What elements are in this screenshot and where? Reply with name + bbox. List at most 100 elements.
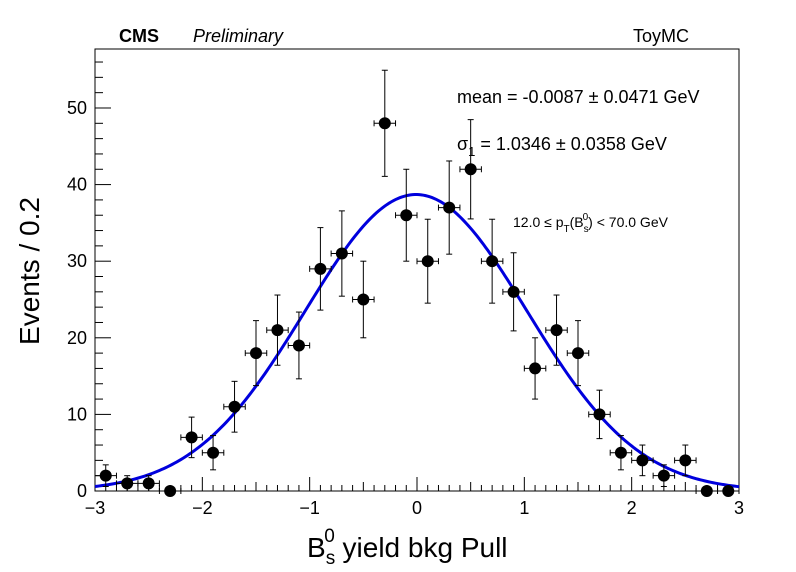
data-point bbox=[437, 160, 461, 255]
y-tick-label: 10 bbox=[67, 404, 87, 424]
x-tick-label: 2 bbox=[627, 498, 637, 518]
data-point bbox=[695, 485, 719, 497]
fit-curve-line bbox=[94, 193, 740, 489]
data-marker bbox=[507, 285, 520, 298]
pt-range-annotation: 12.0 ≤ pT(Bs0) < 70.0 GeV bbox=[513, 212, 669, 235]
data-marker bbox=[314, 262, 327, 275]
data-point bbox=[523, 337, 547, 400]
mean-annotation: mean = -0.0087 ± 0.0471 GeV bbox=[457, 87, 700, 107]
data-point bbox=[115, 475, 139, 492]
data-point bbox=[244, 320, 268, 387]
data-point bbox=[480, 218, 504, 304]
pt-open: (B bbox=[570, 214, 584, 230]
data-marker bbox=[378, 117, 391, 130]
gaussian-fit bbox=[94, 193, 740, 489]
data-marker bbox=[421, 255, 434, 268]
data-marker bbox=[271, 324, 284, 337]
data-point bbox=[459, 119, 482, 220]
pt-range-prefix: 12.0 ≤ p bbox=[513, 214, 564, 230]
data-marker bbox=[99, 469, 112, 482]
data-point bbox=[223, 380, 246, 433]
data-marker bbox=[164, 485, 177, 497]
x-label-b: B bbox=[307, 532, 326, 563]
data-marker bbox=[572, 347, 584, 360]
data-point bbox=[416, 218, 439, 304]
y-tick-label: 40 bbox=[67, 175, 87, 195]
sigma-value: = 1.0346 ± 0.0358 GeV bbox=[475, 134, 667, 154]
data-point bbox=[395, 168, 418, 262]
data-point bbox=[652, 464, 676, 488]
bs-superscript: 0 bbox=[583, 212, 589, 223]
data-point bbox=[717, 485, 740, 497]
status-label: Preliminary bbox=[193, 26, 284, 46]
data-marker bbox=[357, 293, 370, 306]
y-tick-label: 50 bbox=[67, 98, 87, 118]
data-point bbox=[94, 464, 117, 488]
data-marker bbox=[142, 477, 155, 490]
data-marker bbox=[636, 454, 649, 467]
data-point bbox=[674, 444, 697, 477]
bs-subscript: s bbox=[584, 224, 589, 235]
x-label-superscript: 0 bbox=[324, 526, 335, 547]
data-marker bbox=[228, 400, 241, 413]
data-marker bbox=[335, 247, 348, 260]
data-marker bbox=[185, 431, 198, 444]
data-point bbox=[266, 294, 289, 366]
data-point bbox=[180, 416, 203, 459]
data-marker bbox=[443, 201, 456, 214]
pt-range-suffix: ) < 70.0 GeV bbox=[588, 214, 668, 230]
data-points bbox=[94, 69, 740, 497]
data-point bbox=[609, 435, 633, 471]
data-marker bbox=[207, 446, 220, 459]
data-point bbox=[137, 475, 160, 492]
data-point bbox=[373, 69, 397, 177]
data-point bbox=[158, 485, 182, 497]
x-label-rest: yield bkg Pull bbox=[335, 532, 508, 563]
data-marker bbox=[400, 209, 413, 222]
data-marker bbox=[464, 163, 477, 176]
data-point bbox=[287, 311, 311, 380]
data-marker bbox=[121, 477, 134, 490]
x-axis-label: Bs0 yield bkg Pull bbox=[307, 526, 508, 569]
data-marker bbox=[550, 324, 563, 337]
sigma-annotation: σ1 = 1.0346 ± 0.0358 GeV bbox=[457, 134, 667, 159]
x-tick-label: −2 bbox=[192, 498, 213, 518]
data-point bbox=[588, 389, 611, 440]
y-tick-label: 30 bbox=[67, 251, 87, 271]
data-marker bbox=[593, 408, 606, 421]
sigma-subscript: 1 bbox=[468, 144, 475, 159]
data-point bbox=[631, 444, 654, 477]
data-marker bbox=[250, 347, 262, 360]
y-tick-label: 0 bbox=[77, 481, 87, 501]
y-tick-label: 20 bbox=[67, 328, 87, 348]
x-tick-label: 3 bbox=[734, 498, 744, 518]
x-tick-label: −1 bbox=[299, 498, 320, 518]
x-tick-label: 1 bbox=[519, 498, 529, 518]
data-marker bbox=[529, 362, 542, 375]
experiment-label: CMS bbox=[119, 26, 159, 46]
sample-label: ToyMC bbox=[633, 26, 689, 46]
data-point bbox=[502, 252, 525, 332]
data-point bbox=[545, 294, 568, 366]
data-point bbox=[352, 260, 375, 339]
data-marker bbox=[722, 485, 735, 497]
pt-subscript: T bbox=[564, 224, 570, 235]
data-point bbox=[330, 210, 354, 297]
data-point bbox=[201, 435, 225, 471]
data-marker bbox=[292, 339, 305, 352]
x-tick-label: 0 bbox=[412, 498, 422, 518]
data-point bbox=[309, 227, 332, 311]
data-marker bbox=[679, 454, 692, 467]
data-marker bbox=[657, 469, 670, 482]
sigma-symbol: σ bbox=[457, 134, 468, 154]
data-marker bbox=[614, 446, 627, 459]
x-label-subscript: s bbox=[326, 548, 336, 569]
data-marker bbox=[486, 255, 499, 268]
y-axis-label: Events / 0.2 bbox=[14, 197, 45, 345]
x-tick-label: −3 bbox=[85, 498, 106, 518]
data-marker bbox=[700, 485, 713, 497]
data-point bbox=[566, 320, 590, 387]
